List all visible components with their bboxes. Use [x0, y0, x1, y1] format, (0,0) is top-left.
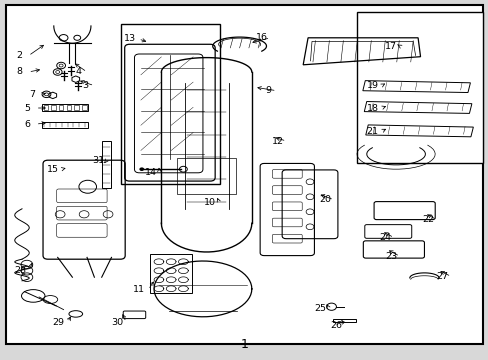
Bar — [41, 122, 88, 128]
Text: 23: 23 — [385, 252, 396, 261]
Bar — [177, 158, 235, 194]
Text: 8: 8 — [17, 68, 22, 77]
Bar — [66, 105, 71, 110]
Text: 21: 21 — [366, 127, 378, 136]
Text: 6: 6 — [24, 120, 30, 129]
Text: 2: 2 — [17, 51, 22, 60]
Text: 17: 17 — [385, 41, 396, 50]
Text: 24: 24 — [379, 233, 390, 242]
Bar — [43, 105, 48, 110]
Text: 3: 3 — [82, 81, 88, 90]
Circle shape — [139, 167, 144, 171]
Text: 27: 27 — [436, 272, 447, 281]
Bar — [59, 105, 63, 110]
Text: 19: 19 — [366, 81, 378, 90]
Text: 14: 14 — [144, 168, 156, 177]
Bar — [102, 141, 110, 188]
Text: 28: 28 — [15, 266, 26, 275]
Text: 25: 25 — [314, 305, 325, 313]
Text: 15: 15 — [47, 165, 59, 174]
Text: 11: 11 — [133, 285, 145, 294]
Text: 5: 5 — [24, 104, 30, 112]
Text: 12: 12 — [271, 136, 283, 145]
Text: 4: 4 — [75, 68, 81, 77]
Text: 18: 18 — [366, 104, 378, 112]
Text: 10: 10 — [204, 198, 216, 207]
Bar — [74, 105, 79, 110]
Bar — [356, 12, 482, 163]
Text: 1: 1 — [240, 338, 248, 351]
Text: 7: 7 — [29, 90, 35, 99]
Bar — [121, 24, 220, 184]
Text: 29: 29 — [53, 318, 64, 327]
Bar — [82, 105, 86, 110]
Text: 13: 13 — [123, 34, 135, 43]
Text: 31: 31 — [92, 156, 103, 165]
Text: 30: 30 — [111, 318, 123, 327]
Text: 26: 26 — [330, 321, 342, 330]
Text: 9: 9 — [264, 86, 270, 95]
Text: 20: 20 — [319, 195, 330, 204]
Bar — [333, 319, 355, 322]
Text: 16: 16 — [255, 33, 267, 42]
Bar — [41, 104, 88, 111]
Text: 22: 22 — [421, 215, 433, 224]
Bar — [150, 254, 191, 293]
Bar — [51, 105, 56, 110]
